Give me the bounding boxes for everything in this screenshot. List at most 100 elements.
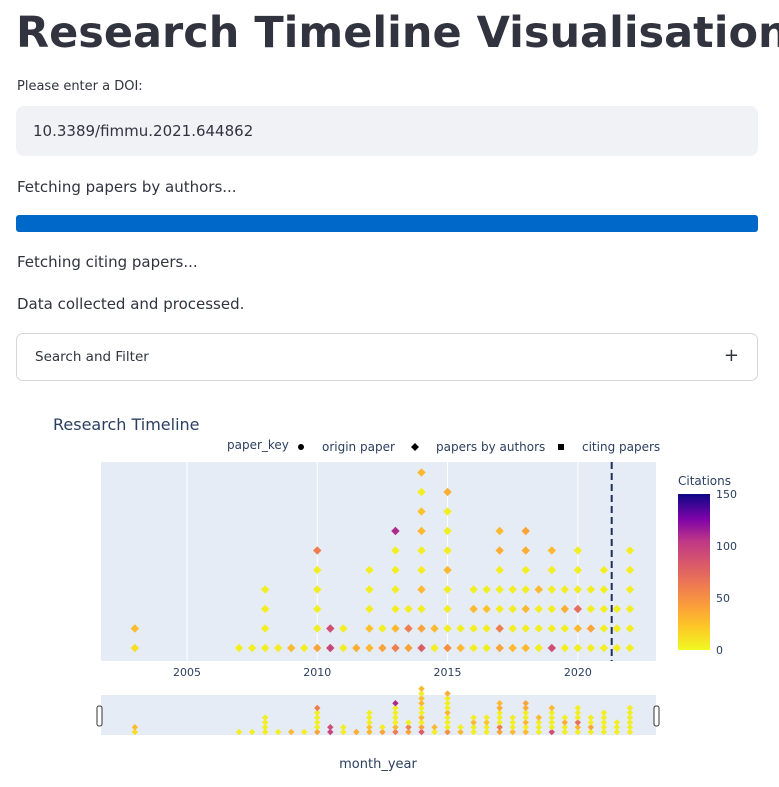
data-point[interactable]: [260, 604, 270, 614]
data-point[interactable]: [508, 585, 517, 594]
data-point[interactable]: [495, 526, 504, 536]
data-point[interactable]: [625, 546, 635, 555]
data-point[interactable]: [586, 643, 596, 653]
data-point[interactable]: [469, 604, 478, 614]
data-point[interactable]: [547, 546, 556, 555]
data-point[interactable]: [417, 526, 426, 536]
data-point[interactable]: [404, 643, 413, 653]
data-point[interactable]: [443, 624, 452, 633]
data-point[interactable]: [495, 585, 504, 594]
data-point[interactable]: [313, 565, 322, 575]
data-point[interactable]: [599, 585, 609, 594]
data-point[interactable]: [612, 604, 622, 614]
data-point[interactable]: [456, 643, 465, 653]
data-point[interactable]: [469, 585, 478, 594]
data-point[interactable]: [352, 643, 361, 653]
data-point[interactable]: [234, 643, 244, 653]
legend-item-papers-by-authors[interactable]: papers by authors: [411, 440, 545, 454]
data-point[interactable]: [534, 624, 543, 633]
data-point[interactable]: [313, 585, 322, 594]
data-point[interactable]: [599, 604, 609, 614]
data-point[interactable]: [625, 565, 635, 575]
data-point[interactable]: [443, 585, 452, 594]
data-point[interactable]: [456, 624, 465, 633]
data-point[interactable]: [495, 604, 504, 614]
data-point[interactable]: [417, 604, 426, 614]
data-point[interactable]: [612, 624, 622, 633]
data-point[interactable]: [443, 487, 452, 497]
data-point[interactable]: [508, 624, 517, 633]
data-point[interactable]: [495, 643, 504, 653]
data-point[interactable]: [339, 624, 348, 633]
data-point[interactable]: [599, 565, 609, 575]
data-point[interactable]: [260, 624, 270, 633]
data-point[interactable]: [521, 624, 530, 633]
data-point[interactable]: [625, 643, 635, 653]
data-point[interactable]: [534, 643, 543, 653]
data-point[interactable]: [521, 526, 530, 536]
data-point[interactable]: [573, 624, 583, 633]
data-point[interactable]: [573, 565, 583, 575]
data-point[interactable]: [273, 643, 283, 653]
data-point[interactable]: [521, 585, 530, 594]
data-point[interactable]: [495, 565, 504, 575]
data-point[interactable]: [443, 604, 452, 614]
data-point[interactable]: [469, 624, 478, 633]
data-point[interactable]: [378, 624, 387, 633]
data-point[interactable]: [521, 604, 530, 614]
data-point[interactable]: [625, 624, 635, 633]
data-point[interactable]: [547, 585, 556, 594]
data-point[interactable]: [313, 604, 322, 614]
data-point[interactable]: [469, 643, 478, 653]
data-point[interactable]: [521, 546, 530, 555]
data-point[interactable]: [326, 643, 335, 653]
data-point[interactable]: [443, 565, 452, 575]
data-point[interactable]: [534, 585, 543, 594]
legend-item-origin-paper[interactable]: origin paper: [298, 440, 395, 454]
main-plot-area[interactable]: [101, 462, 656, 661]
data-point[interactable]: [404, 624, 413, 633]
data-point[interactable]: [443, 546, 452, 555]
data-point[interactable]: [391, 585, 400, 594]
data-point[interactable]: [560, 624, 570, 633]
data-point[interactable]: [313, 546, 322, 555]
data-point[interactable]: [534, 604, 543, 614]
data-point[interactable]: [391, 604, 400, 614]
data-point[interactable]: [130, 643, 140, 653]
data-point[interactable]: [365, 565, 374, 575]
data-point[interactable]: [378, 643, 387, 653]
data-point[interactable]: [482, 643, 491, 653]
data-point[interactable]: [417, 643, 426, 653]
data-point[interactable]: [391, 643, 400, 653]
data-point[interactable]: [300, 643, 309, 653]
data-point[interactable]: [417, 585, 426, 594]
data-point[interactable]: [417, 468, 426, 477]
data-point[interactable]: [573, 585, 583, 594]
data-point[interactable]: [482, 604, 491, 614]
search-filter-expander[interactable]: Search and Filter +: [16, 333, 758, 381]
data-point[interactable]: [573, 604, 583, 614]
data-point[interactable]: [365, 604, 374, 614]
data-point[interactable]: [313, 643, 322, 653]
data-point[interactable]: [260, 643, 270, 653]
data-point[interactable]: [586, 585, 596, 594]
data-point[interactable]: [247, 643, 257, 653]
data-point[interactable]: [130, 624, 140, 633]
data-point[interactable]: [417, 487, 426, 497]
data-point[interactable]: [495, 546, 504, 555]
data-point[interactable]: [313, 624, 322, 633]
data-point[interactable]: [417, 507, 426, 516]
data-point[interactable]: [560, 643, 570, 653]
data-point[interactable]: [482, 585, 491, 594]
data-point[interactable]: [547, 604, 556, 614]
legend-item-citing-papers[interactable]: citing papers: [558, 440, 660, 454]
data-point[interactable]: [573, 643, 583, 653]
data-point[interactable]: [417, 565, 426, 575]
data-point[interactable]: [560, 585, 570, 594]
data-point[interactable]: [495, 624, 504, 633]
range-slider-handle-left[interactable]: [96, 705, 103, 727]
data-point[interactable]: [430, 643, 439, 653]
data-point[interactable]: [521, 565, 530, 575]
data-point[interactable]: [287, 643, 296, 653]
data-point[interactable]: [365, 585, 374, 594]
